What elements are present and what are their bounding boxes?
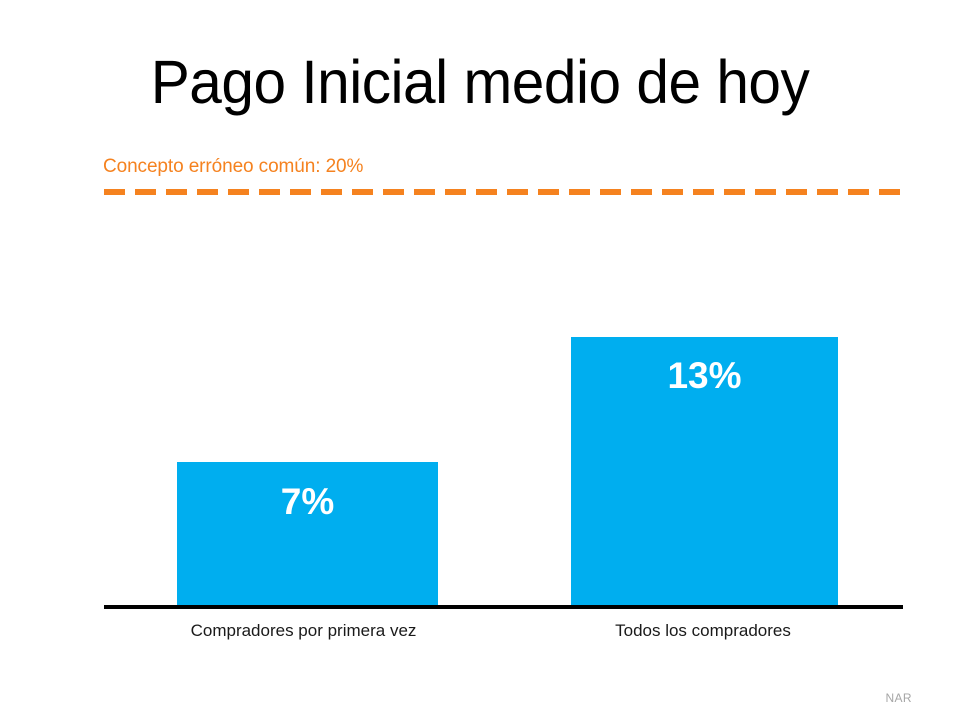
- x-axis-label-compradores-por-primera-vez: Compradores por primera vez: [190, 621, 417, 640]
- bar-value-label: 13%: [667, 355, 742, 396]
- bar-todos-los-compradores: 13%: [571, 337, 838, 607]
- bar-compradores-por-primera-vez: 7%: [177, 462, 438, 607]
- plot-area: 7% 13%: [104, 192, 903, 607]
- misconception-annotation-label: Concepto erróneo común: 20%: [103, 156, 364, 177]
- source-attribution: NAR: [885, 691, 912, 705]
- y-axis: 20% 18% 16% 14% 12% 10% 8% 6% 4% 2% 0%: [0, 0, 104, 720]
- category-axis-line: [104, 605, 903, 609]
- misconception-reference-line: [104, 189, 903, 195]
- x-axis-label-todos-los-compradores: Todos los compradores: [615, 621, 791, 640]
- bar-value-label: 7%: [280, 481, 335, 522]
- page-title: Pago Inicial medio de hoy: [150, 48, 810, 116]
